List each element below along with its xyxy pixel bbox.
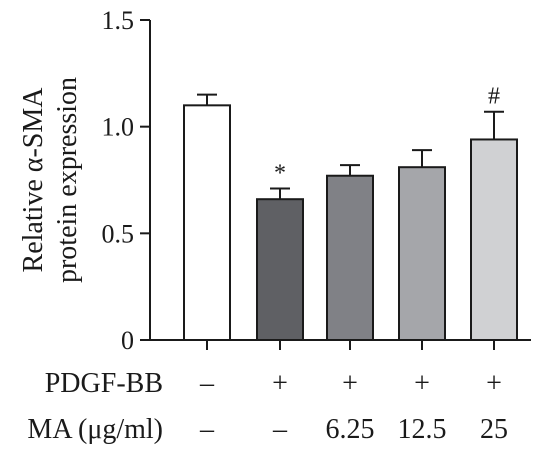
condition-value: – [199,368,215,399]
condition-row-label: MA (μg/ml) [27,414,163,445]
condition-table: PDGF-BB – + + + + MA (μg/ml) – – 6.25 12.5 25 [27,368,508,445]
significance-marker: * [274,161,286,187]
y-tick-label: 0 [121,326,134,355]
condition-value: + [272,368,288,399]
y-axis: 0 0.5 1.0 1.5 [102,6,531,355]
significance-marker: # [488,84,500,110]
bar [398,166,446,341]
y-tick-label: 1.5 [102,6,135,35]
condition-row-label: PDGF-BB [45,368,163,399]
condition-value: – [199,414,215,445]
condition-value: – [272,414,288,445]
bar [470,138,518,341]
y-tick-label: 0.5 [102,219,135,248]
y-axis-label-line-1: Relative α-SMA [18,87,49,273]
bar [326,174,374,341]
y-tick-label: 1.0 [102,113,135,142]
y-axis-label-line-2: protein expression [52,77,83,283]
bar [183,104,231,342]
condition-value: + [342,368,358,399]
bars: *# [183,84,518,350]
condition-value: + [414,368,430,399]
condition-value: + [486,368,502,399]
bar [256,198,304,341]
y-axis-label: Relative α-SMA protein expression [18,77,83,283]
condition-value: 6.25 [326,414,375,445]
condition-value: 25 [480,414,508,445]
condition-value: 12.5 [398,414,447,445]
